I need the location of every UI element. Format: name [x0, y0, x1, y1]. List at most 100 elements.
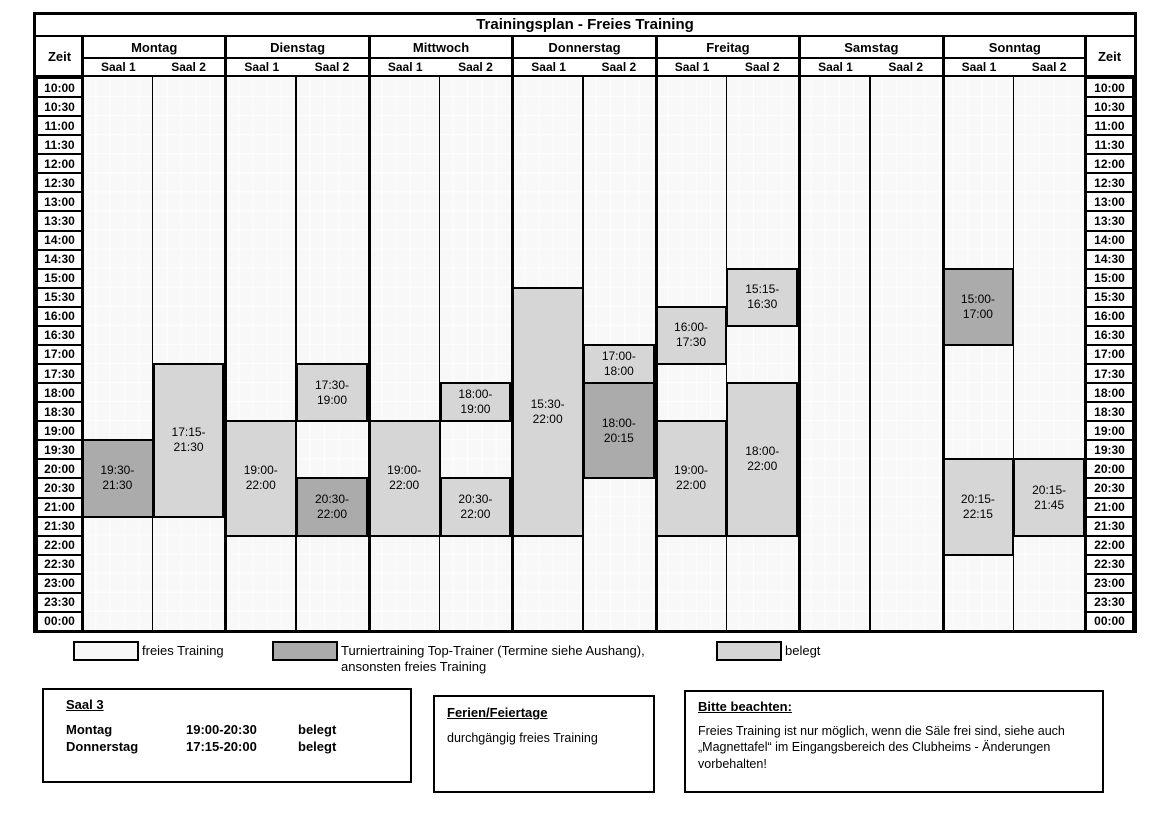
saal3-row-status: belegt [298, 739, 337, 754]
block-time-label: 20:15- [960, 492, 995, 507]
time-cell-right: 10:30 [1085, 96, 1134, 118]
time-cell-right: 15:30 [1085, 286, 1134, 308]
block-time-label: 19:00- [243, 463, 278, 478]
saal-header: Saal 1 [514, 59, 583, 77]
block-time-label: 17:00- [601, 349, 636, 364]
time-cell-left: 13:30 [36, 210, 83, 232]
time-cell-right: 23:00 [1085, 572, 1134, 594]
time-cell-left: 22:00 [36, 534, 83, 556]
schedule-block: 15:00- 17:00 [941, 267, 1015, 346]
time-cell-right: 13:30 [1085, 210, 1134, 232]
block-time-label: 17:30- [314, 377, 349, 392]
block-time-label: 20:30- [458, 492, 493, 507]
legend: freies Training Turniertraining Top-Trai… [0, 641, 1170, 681]
time-cell-right: 13:00 [1085, 191, 1134, 213]
block-time-label: 17:30 [676, 335, 707, 350]
saal-header: Saal 1 [801, 59, 870, 77]
saal-divider-line [151, 59, 154, 630]
hinweis-box-title: Bitte beachten: [698, 699, 792, 714]
schedule-block: 20:15- 21:45 [1013, 458, 1085, 537]
saal-header: Saal 2 [869, 59, 942, 77]
saal-header: Saal 2 [1013, 59, 1085, 77]
time-cell-right: 11:30 [1085, 134, 1134, 156]
day-header-sonntag: Sonntag [944, 37, 1085, 59]
block-time-label: 20:30- [314, 492, 349, 507]
schedule-block: 20:15- 22:15 [941, 458, 1015, 556]
time-cell-right: 16:00 [1085, 305, 1134, 327]
block-time-label: 21:45 [1034, 497, 1065, 512]
time-cell-right: 22:00 [1085, 534, 1134, 556]
saal-header: Saal 1 [227, 59, 297, 77]
saal-divider-line [295, 59, 297, 630]
schedule-block: 17:15- 21:30 [152, 363, 225, 518]
legend-item-belegt: belegt [716, 641, 820, 661]
block-time-label: 20:15 [603, 430, 634, 445]
time-cell-left: 17:30 [36, 363, 83, 385]
schedule-table: Trainingsplan - Freies Training 19:30- 21… [33, 12, 1137, 633]
schedule-block: 18:00- 22:00 [726, 382, 799, 537]
time-cell-left: 16:30 [36, 324, 83, 346]
time-cell-right: 14:00 [1085, 229, 1134, 251]
time-cell-right: 15:00 [1085, 267, 1134, 289]
block-time-label: 19:00- [674, 463, 709, 478]
saal3-row-time: 19:00-20:30 [186, 722, 257, 737]
legend-item-frei: freies Training [73, 641, 224, 661]
legend-label-frei: freies Training [142, 643, 224, 658]
saal-divider-line [438, 59, 441, 630]
time-cell-right: 11:00 [1085, 115, 1134, 137]
zeit-header-right: Zeit [1085, 37, 1134, 77]
time-cell-left: 20:30 [36, 477, 83, 499]
day-header-donnerstag: Donnerstag [514, 37, 655, 59]
time-cell-right: 20:00 [1085, 458, 1134, 480]
time-cell-right: 16:30 [1085, 324, 1134, 346]
block-time-label: 20:15- [1032, 482, 1067, 497]
schedule-block: 20:30- 22:00 [439, 477, 512, 537]
ferien-box-text: durchgängig freies Training [447, 731, 598, 745]
zeit-header-left: Zeit [36, 37, 83, 77]
saal3-box-title: Saal 3 [66, 697, 104, 712]
day-header-samstag: Samstag [801, 37, 942, 59]
saal3-row-day: Donnerstag [66, 739, 139, 754]
time-cell-left: 14:00 [36, 229, 83, 251]
time-cell-left: 18:00 [36, 382, 83, 404]
block-time-label: 19:30- [100, 463, 135, 478]
time-cell-right: 14:30 [1085, 248, 1134, 270]
legend-label-belegt: belegt [785, 643, 821, 658]
time-cell-left: 14:30 [36, 248, 83, 270]
schedule-block: 15:15- 16:30 [726, 267, 799, 327]
time-cell-left: 17:00 [36, 343, 83, 366]
time-cell-left: 21:00 [36, 496, 83, 518]
day-boundary-line [941, 37, 945, 630]
saal-divider-line [869, 59, 871, 630]
saal-header: Saal 2 [296, 59, 368, 77]
saal-header: Saal 2 [583, 59, 655, 77]
saal3-box: Saal 3 Montag 19:00-20:30 belegt Donners… [42, 688, 412, 783]
day-boundary-line [367, 37, 371, 630]
time-cell-right: 17:00 [1085, 343, 1134, 366]
time-cell-right: 17:30 [1085, 363, 1134, 385]
legend-swatch-frei [73, 641, 139, 661]
day-header-freitag: Freitag [657, 37, 799, 59]
block-time-label: 22:15 [962, 507, 993, 522]
time-cell-left: 19:30 [36, 439, 83, 461]
time-cell-right: 21:00 [1085, 496, 1134, 518]
time-cell-left: 15:30 [36, 286, 83, 308]
block-time-label: 22:00 [245, 478, 276, 493]
saal-header: Saal 2 [152, 59, 225, 77]
block-time-label: 19:00 [460, 402, 491, 417]
day-header-mittwoch: Mittwoch [370, 37, 512, 59]
schedule-block: 18:00- 20:15 [583, 382, 655, 480]
time-cell-right: 20:30 [1085, 477, 1134, 499]
time-cell-left: 16:00 [36, 305, 83, 327]
day-boundary-line [1083, 37, 1087, 630]
time-cell-left: 22:30 [36, 553, 83, 575]
saal3-row-time: 17:15-20:00 [186, 739, 257, 754]
time-cell-left: 23:00 [36, 572, 83, 594]
block-time-label: 15:15- [745, 282, 780, 297]
block-time-label: 15:30- [530, 396, 565, 411]
block-time-label: 19:00- [387, 463, 422, 478]
block-time-label: 16:30 [747, 297, 778, 312]
time-cell-right: 23:30 [1085, 591, 1134, 613]
block-time-label: 19:00 [316, 392, 347, 407]
